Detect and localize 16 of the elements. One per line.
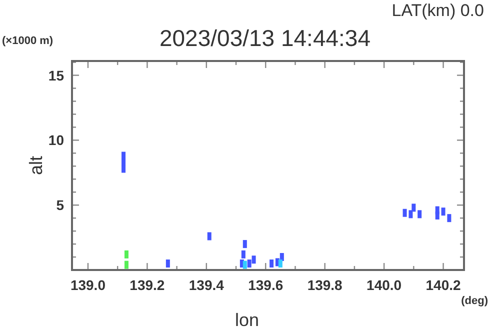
x-axis-title: lon: [234, 310, 260, 330]
x-tick-label: 139.4: [188, 277, 224, 293]
x-tick-label: 139.2: [130, 277, 165, 293]
x-tick-label: 139.0: [70, 277, 106, 293]
chart-title: 2023/03/13 14:44:34: [159, 25, 371, 51]
text: (deg): [461, 295, 488, 307]
y-tick-label: 15: [48, 67, 64, 84]
x-tick-label: 139.6: [248, 277, 284, 293]
text: (×1000 m): [2, 35, 54, 47]
y-axis-title: alt: [26, 156, 46, 176]
x-tick-label: 140.2: [426, 277, 461, 293]
y-tick-label: 10: [48, 132, 64, 148]
x-tick-label: 139.8: [307, 277, 343, 293]
text: LAT(km) 0.0: [392, 1, 484, 20]
x-tick-label: 140.0: [366, 277, 402, 293]
y-tick-label: 5: [56, 197, 64, 214]
